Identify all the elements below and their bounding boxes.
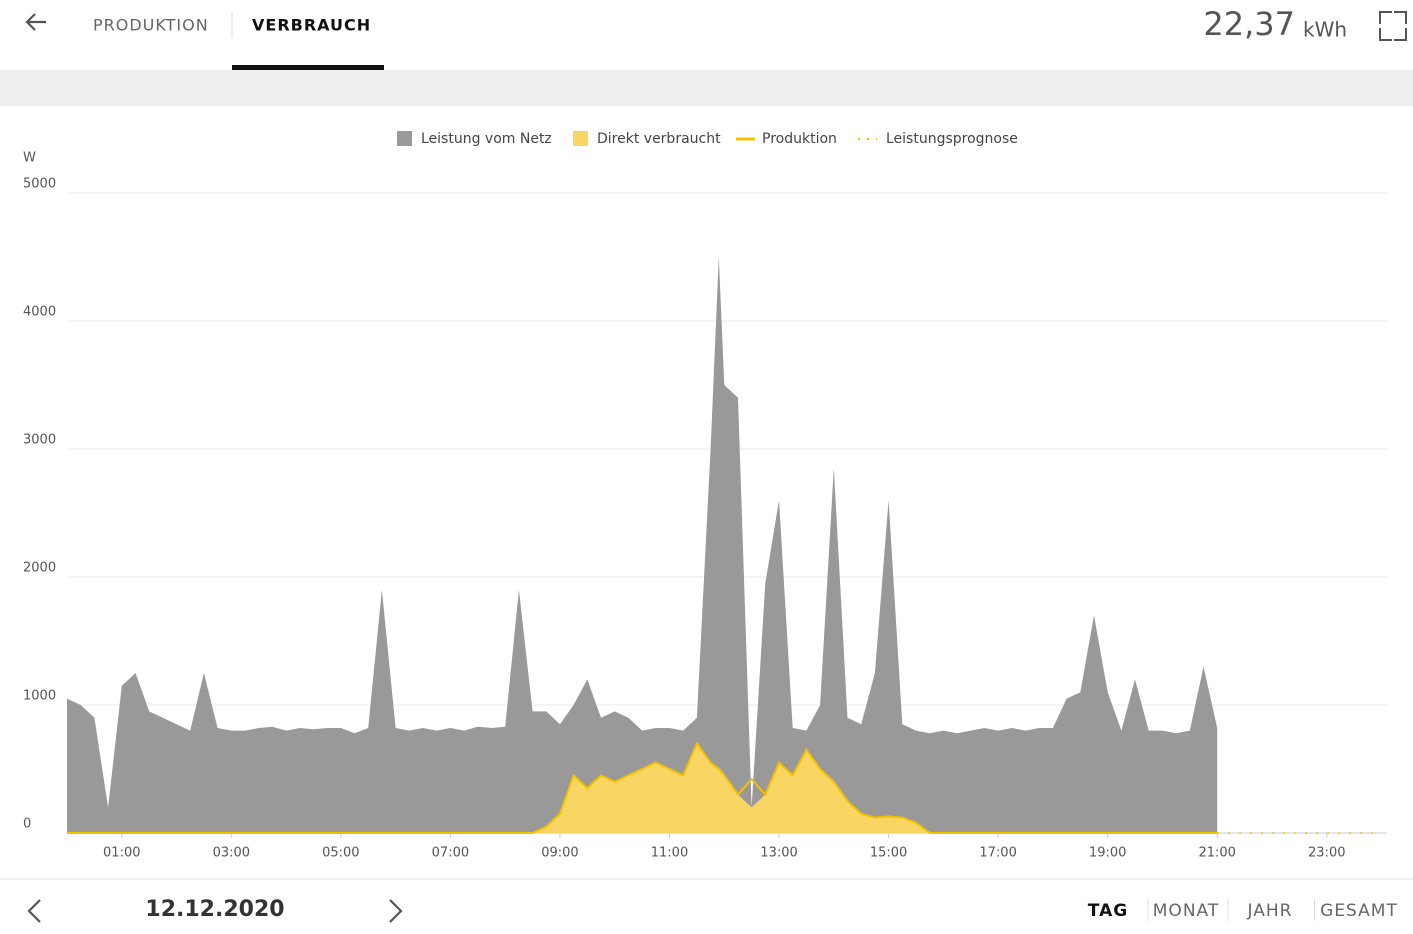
legend-label[interactable]: Direkt verbraucht — [597, 131, 721, 147]
total-value: 22,37 — [1203, 5, 1295, 43]
x-tick-label: 09:00 — [541, 846, 578, 861]
header-bar — [0, 0, 1413, 70]
x-tick-label: 23:00 — [1308, 846, 1345, 861]
x-tick-label: 01:00 — [103, 846, 140, 861]
back-button[interactable] — [25, 13, 46, 31]
area-series — [67, 257, 1218, 833]
date: 12.12.2020 — [145, 897, 284, 922]
period-tab[interactable]: MONAT — [1153, 901, 1219, 921]
legend-label[interactable]: Produktion — [762, 131, 837, 147]
x-tick-label: 13:00 — [760, 846, 797, 861]
tab[interactable]: VERBRAUCH — [252, 16, 371, 35]
legend-label[interactable]: Leistung vom Netz — [421, 131, 552, 147]
x-tick-label: 07:00 — [432, 846, 469, 861]
y-axis-label: W — [23, 151, 36, 166]
x-tick-label: 15:00 — [870, 846, 907, 861]
legend-swatch — [573, 131, 588, 146]
period-tab[interactable]: JAHR — [1247, 901, 1293, 921]
y-tick-label: 3000 — [23, 433, 56, 448]
period-tab[interactable]: TAG — [1088, 901, 1128, 921]
fullscreen-button[interactable] — [1379, 11, 1407, 41]
y-tick-label: 0 — [23, 817, 31, 832]
area-series — [67, 743, 1218, 833]
total-unit: kWh — [1303, 18, 1347, 42]
tab[interactable]: PRODUKTION — [93, 16, 209, 35]
y-tick-label: 1000 — [23, 689, 56, 704]
prev-button[interactable] — [27, 899, 41, 923]
next-button[interactable] — [389, 899, 403, 923]
x-tick-label: 11:00 — [651, 846, 688, 861]
x-tick-label: 03:00 — [213, 846, 250, 861]
y-tick-label: 4000 — [23, 305, 56, 320]
x-tick-label: 19:00 — [1089, 846, 1126, 861]
x-tick-label: 17:00 — [979, 846, 1016, 861]
y-tick-label: 2000 — [23, 561, 56, 576]
period-tab[interactable]: GESAMT — [1320, 901, 1398, 921]
x-tick-label: 05:00 — [322, 846, 359, 861]
legend-label[interactable]: Leistungsprognose — [886, 131, 1018, 147]
legend-swatch — [397, 131, 412, 146]
x-tick-label: 21:00 — [1198, 846, 1235, 861]
tab-underline — [232, 65, 384, 70]
y-tick-label: 5000 — [23, 177, 56, 192]
toolbar-band — [0, 70, 1413, 106]
line-series — [67, 741, 1218, 834]
